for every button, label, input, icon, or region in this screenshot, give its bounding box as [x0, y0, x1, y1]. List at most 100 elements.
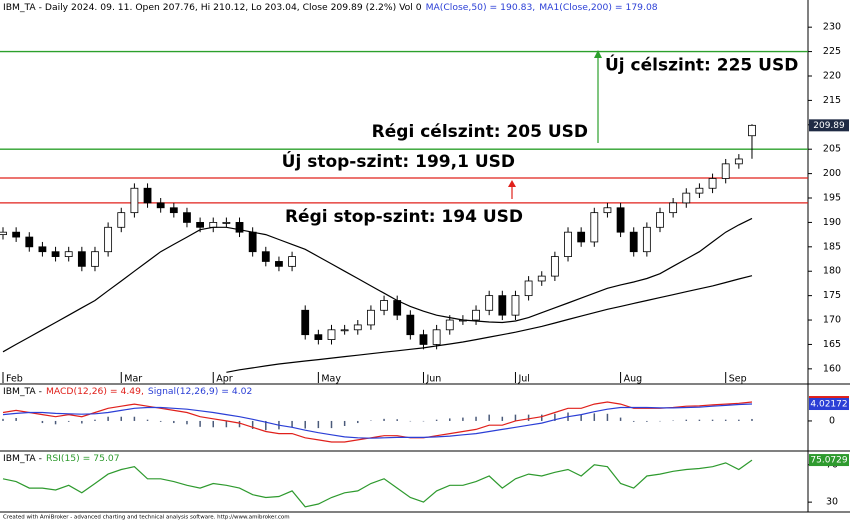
last-value-label: 75.0729: [810, 456, 847, 466]
candle-body: [524, 280, 533, 297]
candle-body: [261, 251, 270, 262]
candle-body: [590, 212, 599, 243]
y-tick-label: 220: [823, 70, 841, 81]
pane-title: IBM_TA -: [3, 453, 42, 464]
pane-header: IBM_TA - RSI(15) = 75.07: [3, 453, 120, 464]
candle-body: [603, 207, 612, 214]
candle-body: [656, 212, 664, 228]
candle-body: [275, 261, 283, 267]
candle-body: [537, 275, 546, 282]
candle-body: [669, 202, 678, 214]
series-line: [226, 275, 753, 373]
candle-body: [130, 187, 139, 214]
candle-body: [393, 300, 402, 316]
last-value-label: 209.89: [813, 121, 845, 131]
y-tick-label: 30: [826, 497, 838, 508]
candle-body: [169, 207, 178, 214]
candle-body: [367, 309, 375, 326]
y-tick-label: 195: [823, 193, 841, 204]
pane-title: IBM_TA -: [3, 386, 42, 397]
candle-body: [314, 334, 323, 340]
x-tick-label: Mar: [124, 374, 142, 385]
candle-body: [209, 222, 218, 228]
x-tick-label: May: [321, 374, 341, 385]
candle-body: [748, 124, 756, 137]
level-label: Új stop-szint: 199,1 USD: [282, 150, 515, 172]
candle-body: [143, 187, 152, 204]
series-line: [2, 403, 753, 439]
candle-body: [117, 212, 126, 228]
candle-body: [156, 202, 165, 209]
last-value-box: [809, 119, 849, 132]
y-tick-label: 175: [823, 290, 841, 301]
y-tick-label: 165: [823, 339, 841, 350]
candle-body: [445, 319, 454, 331]
last-value-box: [809, 398, 849, 411]
candle-body: [51, 251, 60, 257]
candle-body: [235, 222, 244, 233]
candle-body: [419, 334, 428, 345]
candle-body: [721, 163, 730, 179]
legend-entry: MA(Close,50) = 190.83,: [426, 2, 536, 13]
pane-header: IBM_TA - Daily 2024. 09. 11. Open 207.76…: [3, 2, 658, 13]
stop-arrow-head: [508, 180, 516, 187]
candle-body: [38, 246, 47, 253]
candle-body: [577, 231, 586, 243]
last-value-label: 4.02172: [810, 400, 847, 410]
candle-body: [564, 231, 572, 257]
y-tick-label: 230: [823, 22, 841, 33]
y-tick-label: 225: [823, 46, 841, 57]
candle-body: [196, 222, 205, 228]
candle-body: [734, 158, 743, 165]
level-label: Régi célszint: 205 USD: [372, 122, 588, 142]
y-tick-label: 0: [829, 415, 835, 426]
candle-body: [0, 231, 7, 236]
candle-body: [498, 295, 507, 316]
candle-body: [485, 295, 494, 311]
last-value-box: [809, 454, 849, 467]
candle-body: [64, 251, 73, 257]
candle-body: [248, 231, 257, 253]
y-tick-label: 190: [823, 217, 841, 228]
y-tick-label: 180: [823, 266, 841, 277]
series-line: [2, 401, 753, 443]
x-tick-label: Aug: [624, 374, 643, 385]
candle-body: [682, 192, 691, 204]
legend-entry: RSI(15) = 75.07: [46, 453, 120, 464]
candle-body: [222, 222, 231, 224]
series-line: [2, 459, 753, 508]
candle-body: [550, 256, 559, 277]
y-tick-label: 200: [823, 168, 841, 179]
candle-body: [380, 300, 388, 311]
candle-body: [183, 212, 191, 223]
candle-body: [104, 226, 113, 253]
target-arrow-head: [594, 50, 602, 58]
candle-body: [406, 314, 415, 336]
candle-body: [77, 251, 86, 267]
candle-body: [472, 309, 480, 321]
candle-body: [301, 309, 310, 336]
candle-body: [288, 256, 296, 267]
y-tick-label: 160: [823, 363, 841, 374]
x-tick-label: Jun: [425, 374, 441, 385]
candle-body: [642, 226, 651, 253]
legend-entry: MACD(12,26) = 4.49,: [46, 386, 144, 397]
candle-body: [616, 207, 625, 233]
candle-body: [91, 251, 99, 267]
series-line: [2, 217, 753, 353]
pane-title: IBM_TA - Daily 2024. 09. 11. Open 207.76…: [3, 2, 422, 13]
legend-entry: Signal(12,26,9) = 4.02: [148, 386, 252, 397]
candle-body: [340, 329, 349, 332]
y-tick-label: 205: [823, 144, 841, 155]
level-label: Új célszint: 225 USD: [605, 54, 798, 76]
y-tick-label: 185: [823, 241, 841, 252]
candle-body: [327, 329, 336, 340]
y-tick-label: 215: [823, 95, 841, 106]
candle-body: [25, 236, 34, 248]
level-label: Régi stop-szint: 194 USD: [285, 207, 523, 227]
x-tick-label: Apr: [216, 374, 233, 385]
x-tick-label: Sep: [729, 374, 747, 385]
x-tick-label: Jul: [517, 374, 529, 385]
